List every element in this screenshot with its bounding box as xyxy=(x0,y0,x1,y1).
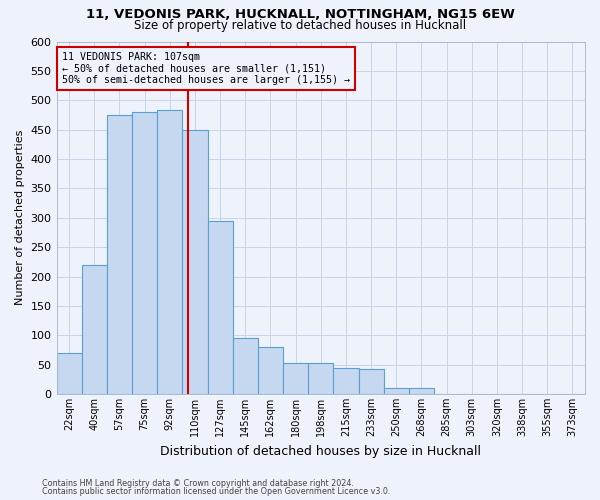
X-axis label: Distribution of detached houses by size in Hucknall: Distribution of detached houses by size … xyxy=(160,444,481,458)
Bar xyxy=(82,265,107,394)
Bar xyxy=(258,347,283,394)
Bar xyxy=(359,370,383,394)
Text: Contains public sector information licensed under the Open Government Licence v3: Contains public sector information licen… xyxy=(42,488,391,496)
Bar xyxy=(409,388,434,394)
Bar xyxy=(132,112,157,394)
Bar xyxy=(383,388,409,394)
Text: 11 VEDONIS PARK: 107sqm
← 50% of detached houses are smaller (1,151)
50% of semi: 11 VEDONIS PARK: 107sqm ← 50% of detache… xyxy=(62,52,350,86)
Bar xyxy=(157,110,182,394)
Y-axis label: Number of detached properties: Number of detached properties xyxy=(15,130,25,306)
Bar xyxy=(107,115,132,394)
Bar xyxy=(233,338,258,394)
Bar xyxy=(208,220,233,394)
Bar xyxy=(56,353,82,394)
Bar xyxy=(308,363,334,394)
Bar xyxy=(334,368,359,394)
Text: 11, VEDONIS PARK, HUCKNALL, NOTTINGHAM, NG15 6EW: 11, VEDONIS PARK, HUCKNALL, NOTTINGHAM, … xyxy=(86,8,514,20)
Text: Size of property relative to detached houses in Hucknall: Size of property relative to detached ho… xyxy=(134,18,466,32)
Bar xyxy=(182,130,208,394)
Bar xyxy=(283,363,308,394)
Text: Contains HM Land Registry data © Crown copyright and database right 2024.: Contains HM Land Registry data © Crown c… xyxy=(42,478,354,488)
